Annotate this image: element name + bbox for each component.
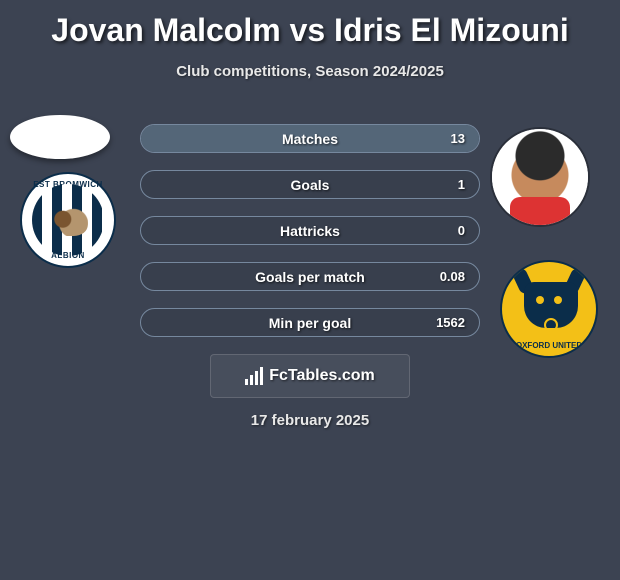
stat-label: Goals per match xyxy=(141,263,479,290)
stat-value: 13 xyxy=(451,125,465,152)
stat-row-matches: Matches 13 xyxy=(140,124,480,153)
stat-row-hattricks: Hattricks 0 xyxy=(140,216,480,245)
stat-value: 0.08 xyxy=(440,263,465,290)
wba-crest-icon: EST BROMWICH ALBION xyxy=(20,172,116,268)
wba-crest-label: ALBION xyxy=(22,251,114,260)
stat-label: Min per goal xyxy=(141,309,479,336)
stat-label: Hattricks xyxy=(141,217,479,244)
player1-avatar xyxy=(10,115,110,159)
stat-bars: Matches 13 Goals 1 Hattricks 0 Goals per… xyxy=(140,124,480,354)
date-label: 17 february 2025 xyxy=(0,412,620,429)
ox-eye-right-icon xyxy=(554,296,562,304)
stat-value: 1562 xyxy=(436,309,465,336)
stat-value: 1 xyxy=(458,171,465,198)
wba-bird-icon xyxy=(52,208,88,236)
stat-row-gpm: Goals per match 0.08 xyxy=(140,262,480,291)
ox-crest-label: OXFORD UNITED xyxy=(502,341,596,350)
player1-club-crest: EST BROMWICH ALBION xyxy=(20,172,120,272)
stat-row-mpg: Min per goal 1562 xyxy=(140,308,480,337)
stat-label: Matches xyxy=(141,125,479,152)
player2-avatar xyxy=(490,127,590,227)
brand-text: FcTables.com xyxy=(269,367,375,385)
ox-eye-left-icon xyxy=(536,296,544,304)
brand-box: FcTables.com xyxy=(210,354,410,398)
subtitle: Club competitions, Season 2024/2025 xyxy=(0,63,620,80)
stat-row-goals: Goals 1 xyxy=(140,170,480,199)
ox-nose-ring-icon xyxy=(544,318,558,332)
player2-club-crest: OXFORD UNITED xyxy=(500,260,598,358)
brand-logo-icon xyxy=(245,367,263,385)
stat-label: Goals xyxy=(141,171,479,198)
page-title: Jovan Malcolm vs Idris El Mizouni xyxy=(0,0,620,49)
stat-value: 0 xyxy=(458,217,465,244)
player2-face-icon xyxy=(492,129,588,225)
